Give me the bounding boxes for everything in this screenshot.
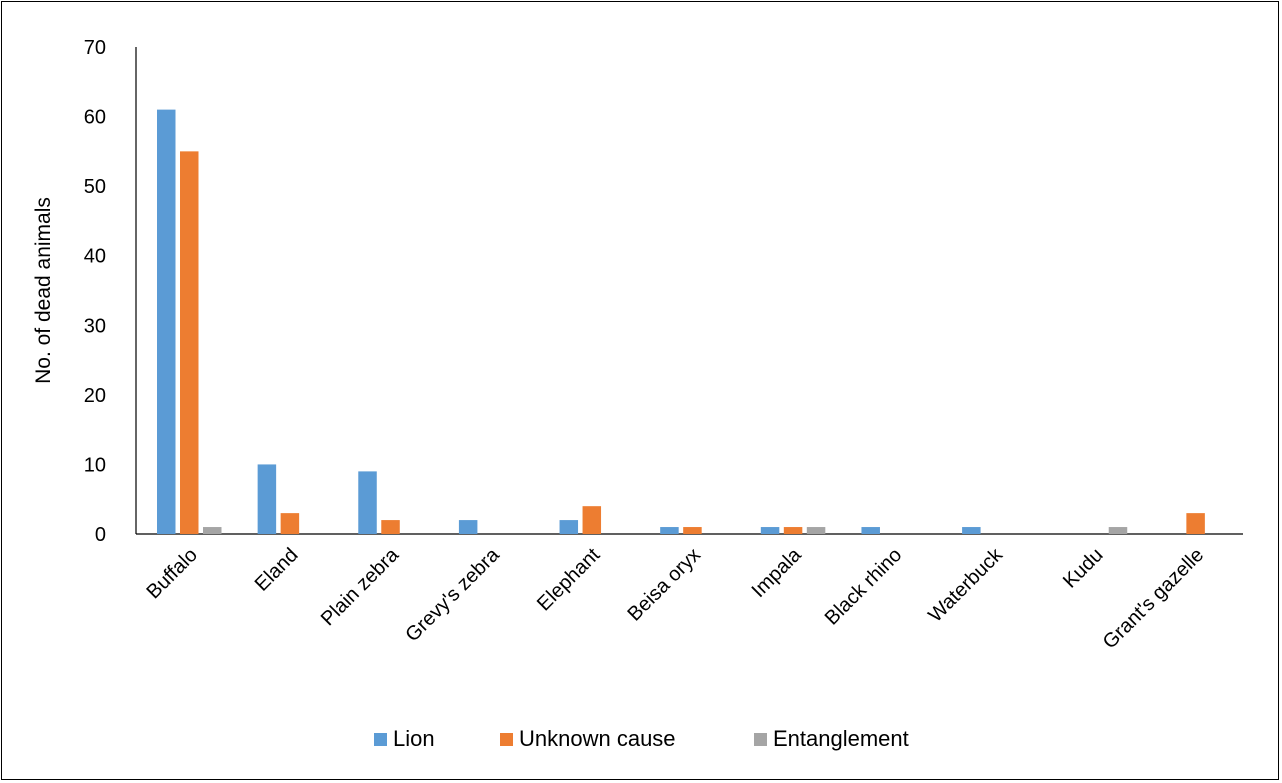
bar-lion-elephant [559, 520, 579, 534]
bar-lion-grevy-s-zebra [458, 520, 478, 534]
x-tick-label-black-rhino: Black rhino [821, 544, 907, 630]
x-tick-label-buffalo: Buffalo [143, 544, 202, 603]
y-tick-label: 0 [95, 524, 106, 546]
y-tick-label: 60 [84, 107, 106, 129]
bar-unknown-cause-plain-zebra [381, 520, 400, 534]
x-tick-label-kudu: Kudu [1059, 544, 1108, 593]
legend-label-lion: Lion [393, 726, 435, 751]
bar-unknown-cause-eland [280, 513, 300, 534]
bar-lion-eland [257, 464, 277, 534]
bar-lion-plain-zebra [358, 471, 377, 534]
y-axis-label: No. of dead animals [32, 197, 55, 384]
x-tick-label-beisa-oryx: Beisa oryx [623, 544, 705, 626]
legend-label-entanglement: Entanglement [773, 726, 909, 751]
y-tick-label: 50 [84, 176, 106, 198]
bar-unknown-cause-grant-s-gazelle [1186, 513, 1205, 534]
y-tick-label: 40 [84, 246, 106, 268]
bar-lion-buffalo [157, 109, 176, 534]
bar-unknown-cause-impala [783, 527, 803, 534]
y-tick-label: 10 [84, 454, 106, 476]
bar-lion-impala [760, 527, 780, 534]
legend-swatch-lion [374, 733, 387, 746]
y-tick-label: 20 [84, 385, 106, 407]
y-tick-label: 30 [84, 315, 106, 337]
axes [135, 47, 1243, 535]
legend-swatch-entanglement [754, 733, 767, 746]
x-tick-label-elephant: Elephant [533, 544, 605, 616]
bar-entanglement-kudu [1108, 527, 1128, 534]
bar-entanglement-buffalo [203, 527, 222, 534]
x-tick-label-waterbuck: Waterbuck [924, 543, 1007, 626]
bar-lion-black-rhino [861, 527, 880, 534]
bar-unknown-cause-elephant [582, 506, 602, 534]
bar-unknown-cause-beisa-oryx [683, 527, 702, 534]
legend-swatch-unknown-cause [500, 733, 513, 746]
legend-label-unknown-cause: Unknown cause [519, 726, 676, 751]
legend: Lion Unknown cause Entanglement [374, 726, 909, 751]
x-tick-label-grant-s-gazelle: Grant's gazelle [1099, 544, 1208, 653]
y-tick-label: 70 [84, 37, 106, 59]
bars [157, 109, 1205, 534]
bar-lion-waterbuck [962, 527, 981, 534]
x-tick-label-plain-zebra: Plain zebra [317, 543, 404, 630]
bar-unknown-cause-buffalo [180, 151, 199, 534]
bar-lion-beisa-oryx [660, 527, 679, 534]
x-tick-label-impala: Impala [748, 543, 807, 602]
bar-entanglement-impala [806, 527, 826, 534]
y-tick-labels: 0 10 20 30 40 50 60 70 [84, 37, 106, 546]
x-tick-label-grevy-s-zebra: Grevy's zebra [401, 543, 504, 646]
x-tick-label-eland: Eland [251, 544, 303, 596]
